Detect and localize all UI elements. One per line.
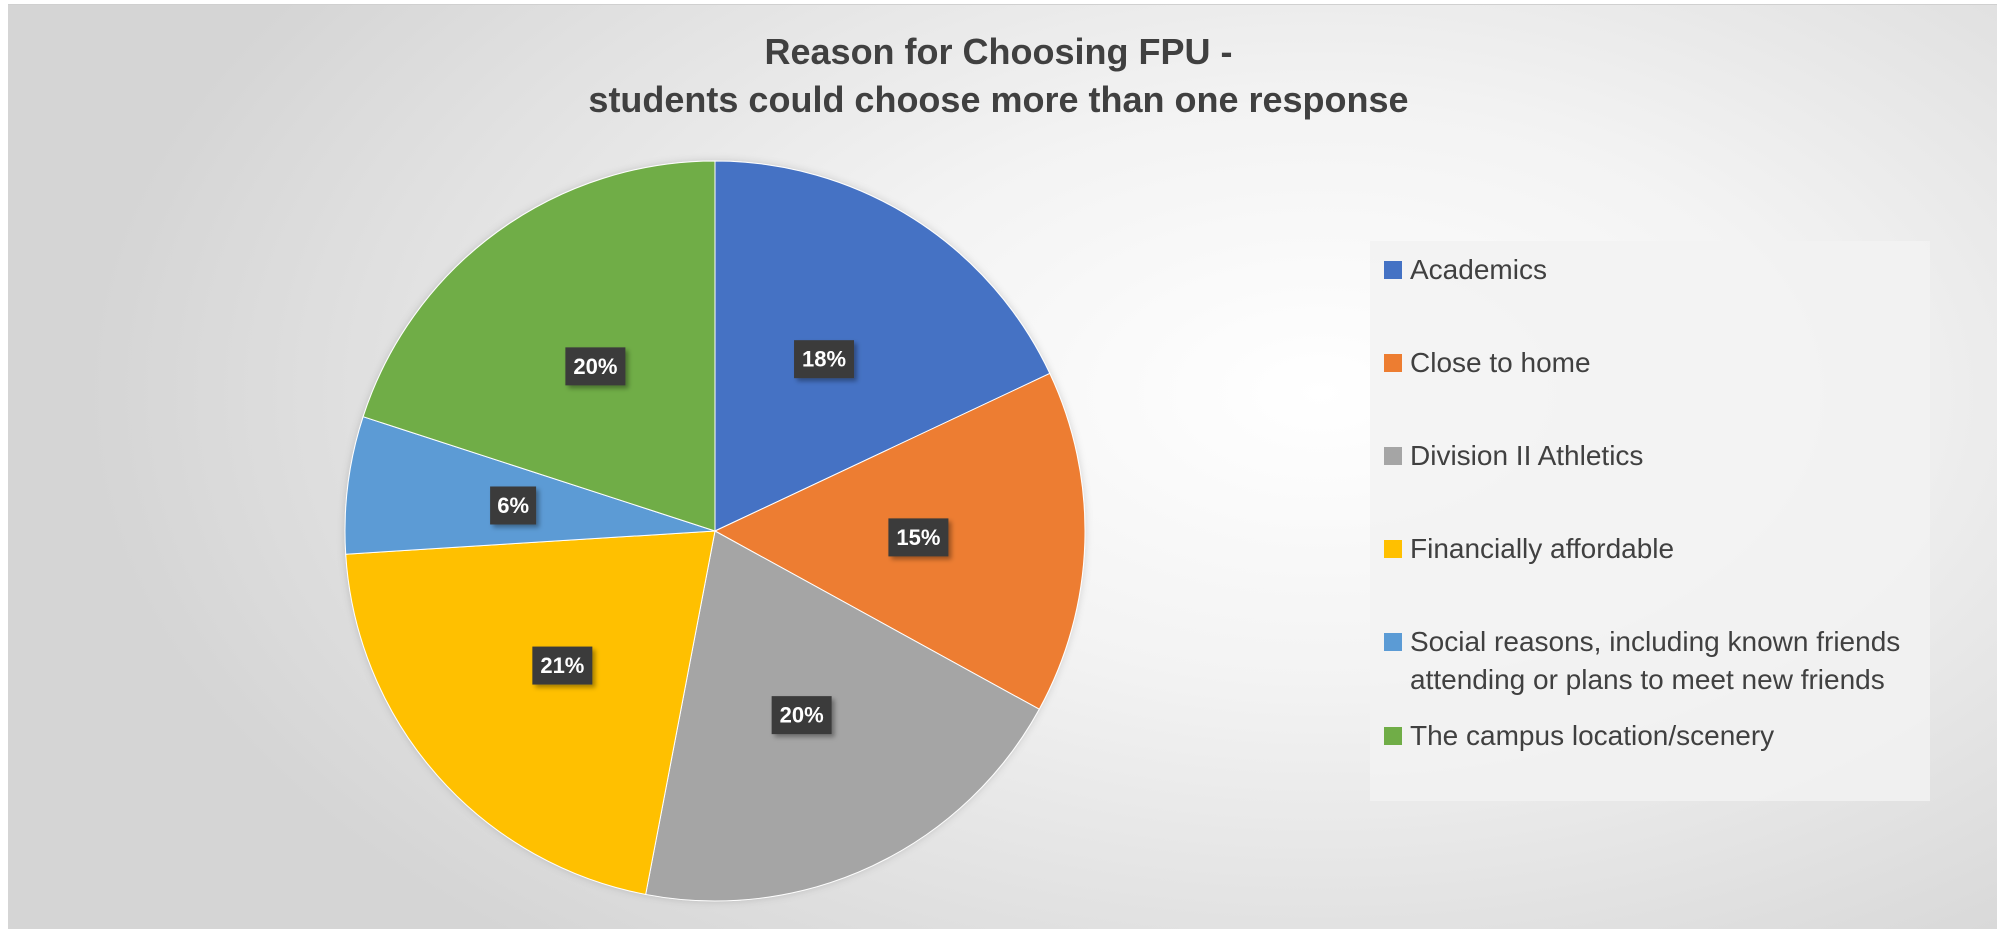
- data-label-close-to-home: 15%: [888, 518, 949, 557]
- data-label-box-social-reasons: [490, 486, 537, 525]
- legend-swatch-campus-location: [1384, 727, 1402, 745]
- pie-slices: [344, 160, 1086, 902]
- chart-title: Reason for Choosing FPU - students could…: [0, 28, 1997, 124]
- data-labels: 18% 15% 20% 21% 6% 20%: [490, 340, 949, 735]
- legend-label-division-ii-athletics: Division II Athletics: [1410, 440, 1644, 471]
- legend-swatch-division-ii-athletics: [1384, 447, 1402, 465]
- pie-slice-social-reasons: [344, 416, 716, 555]
- legend-item-academics: Academics: [1384, 251, 1930, 289]
- legend-label-campus-location: The campus location/scenery: [1410, 720, 1775, 751]
- data-label-text-campus-location: 20%: [573, 354, 617, 379]
- pie-slice-division-ii-athletics: [645, 530, 1040, 902]
- legend-item-campus-location: The campus location/scenery: [1384, 717, 1930, 755]
- data-label-text-financially-affordable: 21%: [540, 653, 584, 678]
- legend-swatch-social-reasons: [1384, 633, 1402, 651]
- pie-slice-financially-affordable: [345, 530, 716, 896]
- data-label-text-close-to-home: 15%: [896, 525, 940, 550]
- legend-swatch-academics: [1384, 261, 1402, 279]
- data-label-social-reasons: 6%: [490, 486, 537, 525]
- chart-title-line1: Reason for Choosing FPU -: [764, 31, 1233, 72]
- legend-swatch-financially-affordable: [1384, 540, 1402, 558]
- legend-item-social-reasons: Social reasons, including known friends …: [1384, 623, 1930, 699]
- data-label-box-financially-affordable: [532, 646, 593, 685]
- data-label-box-close-to-home: [888, 518, 949, 557]
- legend-label-academics: Academics: [1410, 254, 1547, 285]
- pie-slice-campus-location: [362, 160, 716, 532]
- data-label-campus-location: 20%: [565, 347, 626, 386]
- data-label-text-academics: 18%: [802, 347, 846, 372]
- legend: Academics Close to home Division II Athl…: [1370, 241, 1930, 801]
- legend-item-division-ii-athletics: Division II Athletics: [1384, 437, 1930, 475]
- data-label-box-academics: [794, 340, 855, 379]
- data-label-academics: 18%: [794, 340, 855, 379]
- legend-item-financially-affordable: Financially affordable: [1384, 530, 1930, 568]
- pie-slice-academics: [714, 160, 1051, 532]
- data-label-text-social-reasons: 6%: [497, 493, 529, 518]
- legend-label-close-to-home: Close to home: [1410, 347, 1591, 378]
- data-label-financially-affordable: 21%: [532, 646, 593, 685]
- legend-label-social-reasons: Social reasons, including known friends …: [1410, 626, 1901, 695]
- data-label-text-division-ii-athletics: 20%: [780, 703, 824, 728]
- data-label-box-division-ii-athletics: [771, 696, 832, 735]
- legend-item-close-to-home: Close to home: [1384, 344, 1930, 382]
- chart-subtitle: students could choose more than one resp…: [588, 79, 1409, 120]
- data-label-box-campus-location: [565, 347, 626, 386]
- legend-label-financially-affordable: Financially affordable: [1410, 533, 1675, 564]
- data-label-division-ii-athletics: 20%: [771, 696, 832, 735]
- legend-swatch-close-to-home: [1384, 354, 1402, 372]
